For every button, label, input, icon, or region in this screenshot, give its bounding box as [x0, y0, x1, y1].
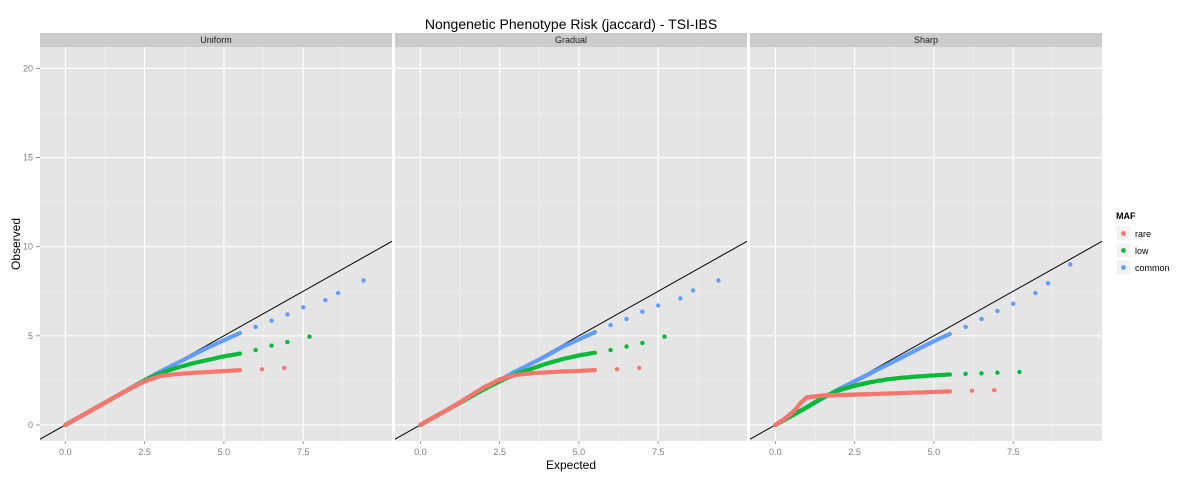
data-point-common — [624, 316, 629, 322]
series-rare — [773, 388, 997, 428]
legend-label-rare: rare — [1135, 229, 1151, 239]
data-point-low — [979, 371, 984, 376]
data-point-rare — [259, 367, 265, 372]
legend-title: MAF — [1116, 211, 1136, 221]
x-tick-label: 5.0 — [218, 447, 231, 457]
x-tick-label: 0.0 — [59, 447, 72, 457]
data-point-low — [608, 347, 613, 353]
data-point-low — [269, 343, 274, 348]
data-point-common — [285, 312, 290, 317]
data-point-rare — [637, 365, 642, 371]
data-point-rare — [992, 388, 997, 393]
data-point-rare — [947, 389, 952, 394]
x-axis-title: Expected — [546, 458, 596, 472]
data-point-common — [678, 296, 683, 301]
y-tick-label: 5 — [28, 331, 33, 341]
facet-panel-uniform: Uniform 0.0 2.5 5.0 7.5 — [40, 33, 392, 457]
data-point-common — [963, 324, 968, 330]
facet-strip — [40, 33, 392, 47]
legend-symbol-common — [1121, 265, 1126, 270]
data-point-common — [979, 316, 984, 322]
data-point-common — [1045, 281, 1051, 286]
y-tick-label: 15 — [23, 153, 33, 163]
y-axis-title: Observed — [9, 218, 23, 270]
data-point-low — [307, 334, 312, 339]
legend-symbol-low — [1121, 248, 1126, 253]
panel-background — [40, 47, 392, 441]
facet-panel-sharp: Sharp 0.0 2.5 5.0 7.5 — [750, 33, 1102, 457]
data-point-low — [1017, 369, 1022, 375]
series-rare — [63, 365, 287, 428]
data-point-common — [640, 309, 645, 314]
x-tick-label: 2.5 — [493, 447, 506, 457]
data-point-common — [1011, 301, 1016, 306]
legend-symbol-rare — [1121, 231, 1126, 236]
legend: MAF rare low common — [1115, 211, 1170, 276]
y-tick-label: 20 — [23, 63, 33, 73]
data-point-rare — [614, 367, 620, 372]
y-axis: 0 5 10 15 20 — [23, 63, 40, 430]
data-point-rare — [282, 365, 287, 371]
data-point-common — [716, 278, 721, 283]
data-point-low — [624, 344, 629, 349]
x-tick-label: 5.0 — [573, 447, 586, 457]
data-point-low — [640, 340, 645, 346]
data-point-common — [361, 278, 366, 283]
data-point-low — [237, 351, 242, 356]
x-tick-label: 0.0 — [769, 447, 782, 457]
panel-background — [395, 47, 747, 441]
legend-label-low: low — [1135, 246, 1149, 256]
facet-strip — [395, 33, 747, 47]
data-point-common — [323, 298, 328, 303]
x-tick-label: 7.5 — [652, 447, 665, 457]
x-tick-label: 2.5 — [138, 447, 151, 457]
series-rare — [418, 365, 642, 428]
facet-strip-label: Gradual — [555, 35, 587, 45]
data-point-rare — [969, 388, 975, 393]
data-point-common — [1033, 290, 1038, 296]
data-point-common — [253, 324, 258, 330]
facet-panel-gradual: Gradual 0.0 2.5 5.0 7.5 — [395, 33, 747, 457]
facet-strip-label: Sharp — [914, 35, 938, 45]
data-point-low — [995, 370, 1000, 375]
data-point-common — [237, 330, 242, 336]
data-point-low — [947, 372, 952, 377]
data-point-common — [269, 318, 274, 323]
x-tick-label: 7.5 — [297, 447, 310, 457]
x-tick-label: 5.0 — [928, 447, 941, 457]
data-point-common — [608, 322, 613, 328]
data-point-rare — [592, 367, 597, 373]
panel-background — [750, 47, 1102, 441]
x-tick-label: 2.5 — [848, 447, 861, 457]
data-point-common — [690, 288, 696, 293]
data-point-common — [995, 308, 1000, 314]
facet-strip — [750, 33, 1102, 47]
x-tick-label: 0.0 — [414, 447, 427, 457]
data-point-common — [1068, 262, 1073, 267]
legend-label-common: common — [1135, 263, 1170, 273]
y-tick-label: 10 — [23, 242, 33, 252]
data-point-common — [335, 290, 341, 296]
data-point-low — [963, 371, 968, 376]
chart-title: Nongenetic Phenotype Risk (jaccard) - TS… — [425, 16, 717, 32]
x-tick-label: 7.5 — [1007, 447, 1020, 457]
data-point-common — [592, 330, 597, 335]
data-point-common — [656, 303, 661, 308]
data-point-low — [662, 334, 667, 339]
data-point-low — [285, 339, 290, 345]
data-point-common — [301, 305, 306, 310]
facet-strip-label: Uniform — [200, 35, 232, 45]
data-point-rare — [237, 368, 242, 373]
data-point-low — [253, 347, 258, 353]
data-point-low — [592, 350, 597, 355]
data-point-common — [947, 331, 952, 337]
y-tick-label: 0 — [28, 420, 33, 430]
